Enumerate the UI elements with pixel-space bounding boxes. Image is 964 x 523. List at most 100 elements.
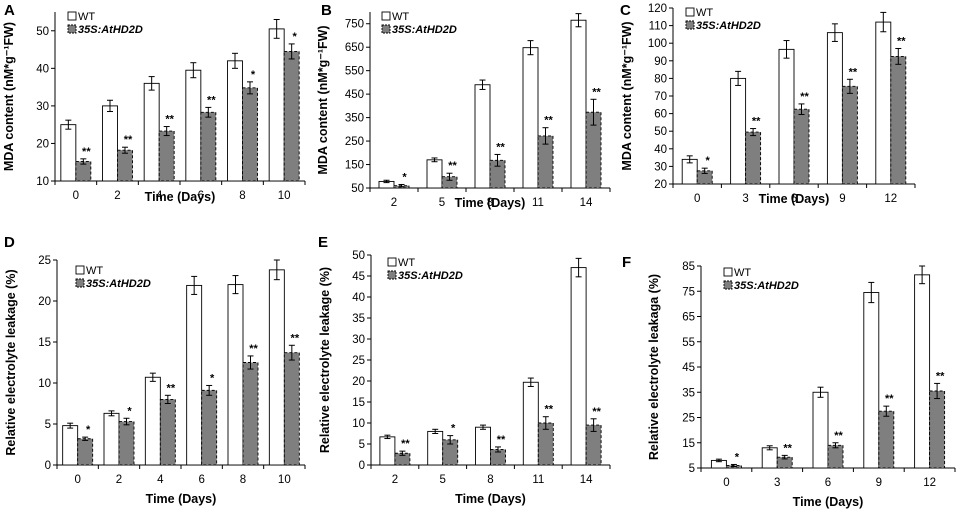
x-tick-label: 12 bbox=[923, 477, 936, 489]
bar-wt bbox=[268, 28, 285, 182]
y-tick-label: 60 bbox=[654, 109, 667, 121]
y-tick-label: 35 bbox=[352, 313, 365, 325]
x-tick-label: 5 bbox=[439, 197, 445, 209]
y-tick-label: 30 bbox=[36, 101, 49, 113]
y-axis-label: Relative electrolyte leakage (%) bbox=[4, 269, 18, 455]
panel-letter: A bbox=[4, 2, 15, 19]
panel-A: A 10 20 30 40 50 ** 0 ** 2 ** 4 ** 6 * 8 * 10 Time (Days) M… bbox=[2, 2, 306, 204]
bar-35s-athd2d bbox=[890, 55, 907, 185]
significance-label: ** bbox=[800, 91, 809, 103]
y-tick-label: 0 bbox=[45, 460, 51, 472]
y-tick-label: 110 bbox=[649, 21, 667, 33]
legend-label-35s-athd2d: 35S:AtHD2D bbox=[734, 280, 799, 292]
bar-35s-athd2d bbox=[827, 444, 844, 469]
bar-wt bbox=[570, 267, 587, 466]
bar-35s-athd2d bbox=[77, 438, 94, 466]
significance-label: ** bbox=[936, 370, 945, 382]
bar-35s-athd2d bbox=[745, 131, 762, 185]
legend-label-35s-athd2d: 35S:AtHD2D bbox=[696, 20, 761, 32]
bar-wt bbox=[863, 292, 880, 469]
bar-wt bbox=[427, 430, 444, 466]
significance-label: ** bbox=[592, 406, 601, 418]
y-tick-label: 5 bbox=[45, 419, 51, 431]
x-tick-label: 8 bbox=[240, 474, 246, 486]
legend-label-wt: WT bbox=[696, 7, 713, 19]
significance-label: * bbox=[735, 451, 740, 463]
x-axis-label: Time (Days) bbox=[146, 492, 217, 506]
x-tick-label: 3 bbox=[774, 477, 780, 489]
y-axis-label: MDA content (nM*g⁻¹FW) bbox=[316, 25, 330, 174]
y-tick-label: 40 bbox=[654, 144, 667, 156]
legend-swatch-wt bbox=[685, 7, 695, 17]
y-tick-label: 50 bbox=[351, 183, 364, 195]
bar-35s-athd2d bbox=[200, 111, 217, 182]
legend-label-35s-athd2d: 35S:AtHD2D bbox=[392, 24, 457, 36]
x-axis-label: Time (Days) bbox=[455, 196, 526, 210]
significance-label: ** bbox=[291, 332, 300, 344]
significance-label: ** bbox=[401, 438, 410, 450]
panel-letter: E bbox=[318, 234, 328, 251]
significance-label: ** bbox=[834, 430, 843, 442]
significance-label: ** bbox=[544, 115, 553, 127]
legend-swatch-35s-athd2d bbox=[685, 20, 695, 30]
significance-label: * bbox=[293, 31, 298, 43]
bar-wt bbox=[812, 391, 829, 469]
panel-B: B 50 150 250 350 450 550 650 750 * 2 ** 5 ** 8 ** 11 ** 14… bbox=[316, 2, 611, 210]
x-tick-label: 14 bbox=[580, 197, 593, 209]
y-tick-label: 40 bbox=[36, 63, 49, 75]
bar-35s-athd2d bbox=[283, 352, 300, 466]
bar-wt bbox=[102, 105, 118, 182]
x-tick-label: 4 bbox=[157, 474, 164, 486]
bar-wt bbox=[379, 436, 396, 466]
bar-35s-athd2d bbox=[159, 398, 176, 466]
x-axis-label: Time (Days) bbox=[793, 495, 864, 509]
y-tick-label: 10 bbox=[36, 176, 49, 188]
significance-label: ** bbox=[497, 434, 506, 446]
legend-label-35s-athd2d: 35S:AtHD2D bbox=[86, 278, 151, 290]
significance-label: ** bbox=[167, 382, 176, 394]
y-tick-label: 45 bbox=[682, 362, 695, 374]
legend-swatch-wt bbox=[75, 265, 85, 275]
y-tick-label: 50 bbox=[36, 26, 49, 38]
bar-35s-athd2d bbox=[283, 50, 300, 182]
y-tick-label: 25 bbox=[682, 413, 695, 425]
panel-letter: B bbox=[321, 2, 332, 19]
x-tick-label: 4 bbox=[156, 190, 163, 202]
bar-35s-athd2d bbox=[242, 87, 258, 182]
bar-wt bbox=[875, 21, 892, 185]
legend-label-wt: WT bbox=[392, 11, 409, 23]
legend-label-35s-athd2d: 35S:AtHD2D bbox=[398, 270, 463, 282]
bar-35s-athd2d bbox=[242, 362, 259, 466]
legend-swatch-wt bbox=[381, 11, 391, 21]
y-tick-label: 50 bbox=[654, 126, 667, 138]
panel-letter: C bbox=[620, 2, 631, 19]
x-tick-label: 8 bbox=[239, 190, 245, 202]
bar-wt bbox=[570, 19, 587, 189]
x-tick-label: 12 bbox=[884, 193, 897, 205]
x-tick-label: 14 bbox=[580, 474, 593, 486]
panel-letter: D bbox=[4, 234, 15, 251]
bar-wt bbox=[474, 84, 491, 189]
significance-label: ** bbox=[752, 116, 761, 128]
bar-35s-athd2d bbox=[158, 130, 175, 182]
bar-wt bbox=[761, 447, 778, 469]
legend-label-wt: WT bbox=[398, 257, 415, 269]
x-tick-label: 5 bbox=[439, 474, 445, 486]
legend-label-35s-athd2d: 35S:AtHD2D bbox=[78, 24, 143, 36]
bar-35s-athd2d bbox=[841, 85, 858, 185]
y-tick-label: 250 bbox=[345, 136, 364, 148]
bar-wt bbox=[268, 269, 285, 466]
bar-wt bbox=[227, 60, 243, 182]
y-tick-label: 150 bbox=[345, 160, 364, 172]
significance-label: ** bbox=[496, 141, 505, 153]
bar-wt bbox=[826, 32, 843, 185]
bar-wt bbox=[144, 376, 161, 466]
bar-wt bbox=[227, 284, 244, 466]
y-tick-label: 70 bbox=[654, 91, 667, 103]
legend-label-wt: WT bbox=[78, 11, 95, 23]
x-tick-label: 11 bbox=[532, 197, 544, 209]
y-tick-label: 120 bbox=[648, 3, 667, 15]
bar-wt bbox=[778, 48, 795, 185]
y-tick-label: 20 bbox=[38, 296, 51, 308]
bar-wt bbox=[522, 47, 539, 189]
